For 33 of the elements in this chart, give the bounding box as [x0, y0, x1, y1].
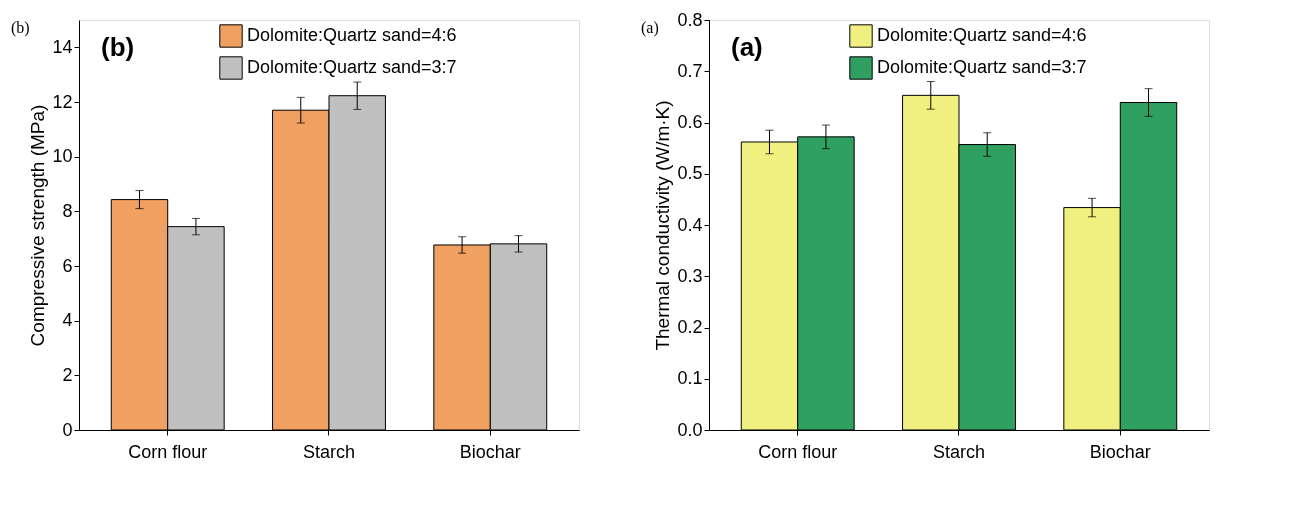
y-tick-label: 14 [52, 36, 73, 57]
y-tick-label: 0.4 [677, 214, 703, 235]
y-tick-label: 2 [62, 364, 73, 385]
x-tick-label: Biochar [1089, 441, 1151, 462]
legend-label: Dolomite:Quartz sand=3:7 [877, 57, 1087, 77]
legend-label: Dolomite:Quartz sand=3:7 [247, 57, 457, 77]
x-tick-label: Starch [302, 441, 356, 462]
text: (b) [11, 19, 30, 37]
y-tick-label: 0.3 [677, 265, 703, 286]
x-tick-label: Corn flour [128, 441, 208, 462]
x-tick-label: Corn flour [758, 441, 838, 462]
y-tick-label: 4 [62, 310, 73, 331]
x-tick-label: Biochar [459, 441, 521, 462]
x-tick-label: Starch [932, 441, 986, 462]
annotation: (a) [731, 32, 763, 62]
legend-label: Dolomite:Quartz sand=4:6 [877, 25, 1087, 45]
y-axis-title: Thermal conductivity (W/m·K) [652, 100, 674, 351]
text: (a) [641, 19, 659, 37]
y-tick-label: 6 [62, 255, 73, 276]
y-tick-label: 0.2 [677, 317, 703, 337]
y-tick-label: 0 [62, 419, 73, 440]
y-tick-label: 10 [52, 146, 73, 167]
y-tick-label: 0.8 [677, 9, 703, 30]
legend-label: Dolomite:Quartz sand=4:6 [247, 25, 457, 45]
y-tick-label: 12 [52, 91, 73, 112]
annotation: (b) [101, 32, 135, 62]
y-axis-title: Compressive strength (MPa) [27, 104, 49, 347]
y-tick-label: 0.1 [677, 368, 703, 389]
y-tick-label: 0.0 [677, 419, 703, 440]
y-tick-label: 0.7 [677, 60, 703, 81]
y-tick-label: 0.6 [677, 112, 703, 132]
y-tick-label: 8 [62, 200, 73, 221]
y-tick-label: 0.5 [677, 163, 703, 184]
